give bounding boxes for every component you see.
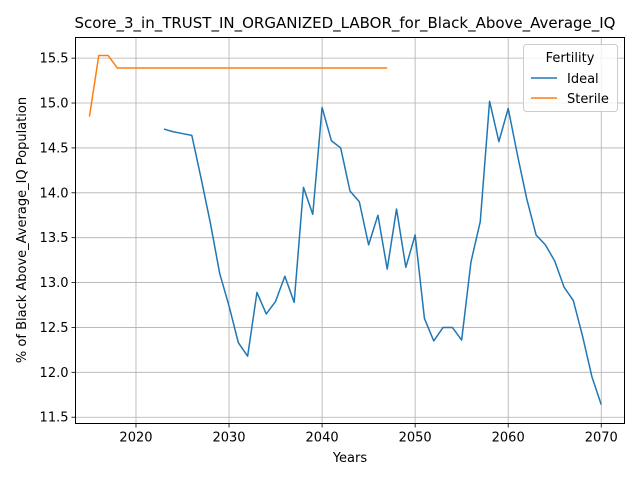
grid xyxy=(75,37,625,424)
legend: Fertility Ideal Sterile xyxy=(523,44,618,112)
y-tick-label: 11.5 xyxy=(40,411,69,426)
x-tick-label: 2070 xyxy=(585,431,618,446)
x-tick-label: 2020 xyxy=(119,431,152,446)
x-axis-label: Years xyxy=(332,451,368,466)
x-axis-ticks: 2020 2030 2040 2050 2060 2070 xyxy=(119,423,618,446)
series-line-ideal xyxy=(163,100,602,405)
y-axis-ticks: 11.5 12.0 12.5 13.0 13.5 14.0 14.5 15.0 15.5 xyxy=(40,52,76,426)
x-tick-label: 2030 xyxy=(212,431,245,446)
series-line-sterile xyxy=(88,54,388,117)
y-tick-label: 15.5 xyxy=(40,52,69,67)
y-tick-label: 13.5 xyxy=(40,231,69,246)
plot-frame xyxy=(75,37,625,424)
x-tick-label: 2050 xyxy=(399,431,432,446)
y-axis-label: % of Black Above_Average_IQ Population xyxy=(15,97,30,363)
y-tick-label: 14.5 xyxy=(40,141,69,156)
series-lines xyxy=(88,54,602,405)
y-tick-label: 12.5 xyxy=(40,321,69,336)
y-tick-label: 15.0 xyxy=(40,97,69,112)
x-tick-label: 2040 xyxy=(306,431,339,446)
legend-label-sterile: Sterile xyxy=(567,92,609,107)
legend-label-ideal: Ideal xyxy=(567,72,599,87)
y-tick-label: 13.0 xyxy=(40,276,69,291)
y-tick-label: 12.0 xyxy=(40,366,69,381)
legend-box xyxy=(523,44,618,112)
chart-title: Score_3_in_TRUST_IN_ORGANIZED_LABOR_for_… xyxy=(74,14,615,33)
legend-title: Fertility xyxy=(546,51,595,66)
x-tick-label: 2060 xyxy=(492,431,525,446)
y-tick-label: 14.0 xyxy=(40,186,69,201)
